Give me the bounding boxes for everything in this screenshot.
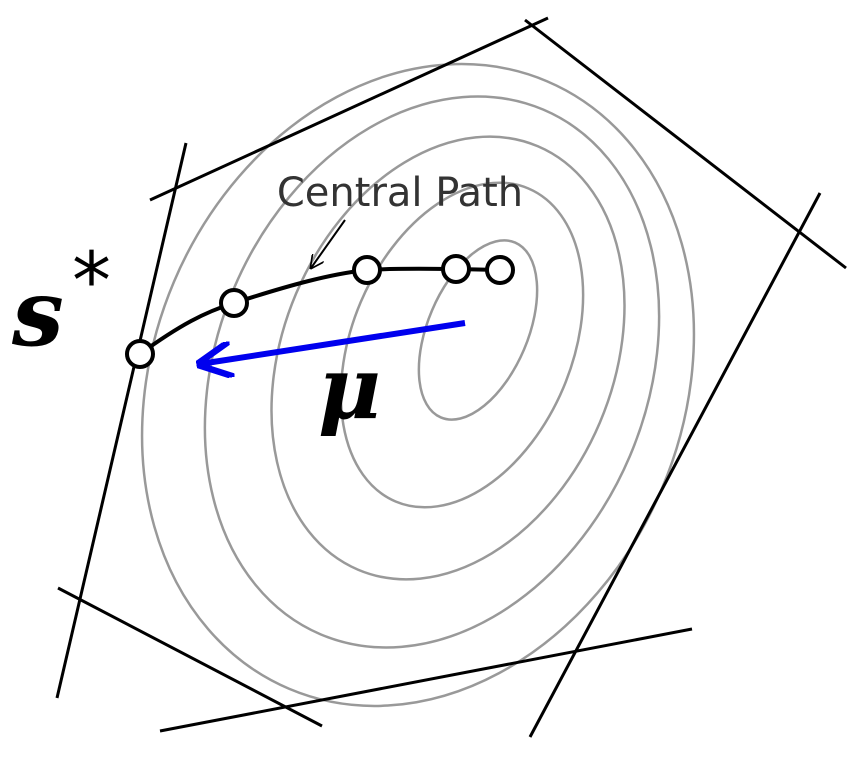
constraint-line (149, 16, 549, 202)
mu-label: μ (318, 338, 381, 439)
contours (140, 62, 696, 708)
constraints (55, 16, 847, 738)
constraint-line (159, 627, 693, 733)
mu-arrow (200, 320, 466, 364)
path-points (125, 254, 515, 369)
central-path-label: Central Path (277, 170, 523, 216)
constraint-line (55, 142, 188, 699)
constraint-line (528, 192, 822, 738)
optimum-mark: * (72, 237, 111, 327)
path-point (125, 339, 155, 369)
contour (339, 181, 585, 509)
optimum-label: s (11, 259, 64, 367)
constraint-line (57, 586, 323, 728)
path-point (219, 288, 249, 318)
contour (270, 135, 626, 581)
constraint-line (524, 18, 847, 270)
contour (140, 62, 696, 708)
central-path (138, 266, 501, 356)
contour (203, 95, 661, 649)
label-pointer (311, 219, 346, 268)
path-point (352, 255, 382, 285)
path-point (441, 254, 471, 284)
path-point (485, 255, 515, 285)
contour (417, 239, 539, 421)
